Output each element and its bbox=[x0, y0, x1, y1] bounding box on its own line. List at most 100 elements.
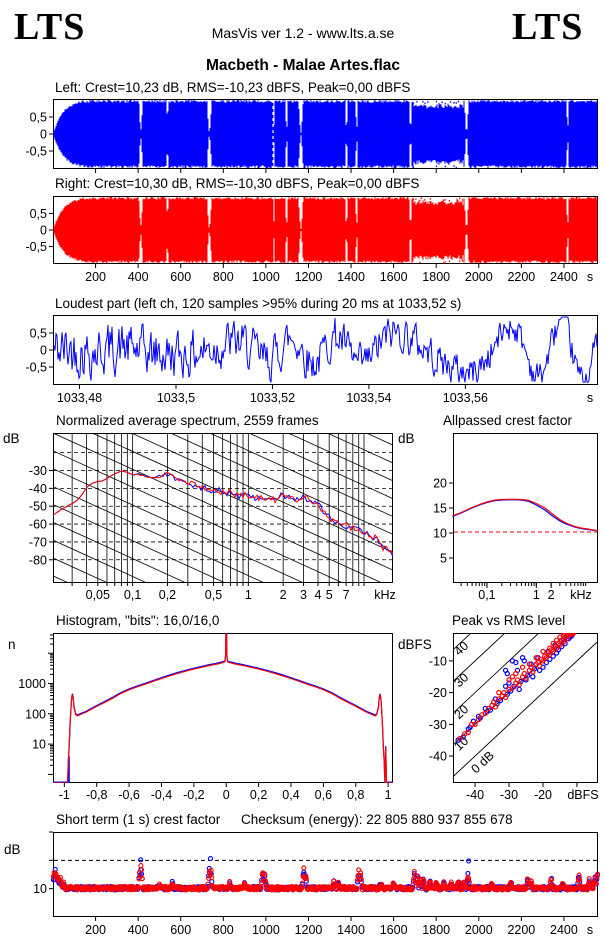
svg-text:2400: 2400 bbox=[550, 270, 578, 284]
svg-text:-20: -20 bbox=[534, 788, 552, 802]
svg-text:200: 200 bbox=[85, 923, 106, 937]
svg-text:1800: 1800 bbox=[422, 270, 450, 284]
svg-text:-0,2: -0,2 bbox=[183, 788, 205, 802]
left-channel-stats: Left: Crest=10,23 dB, RMS=-10,23 dBFS, P… bbox=[55, 80, 411, 95]
svg-text:0 dB: 0 dB bbox=[468, 748, 496, 776]
svg-text:2000: 2000 bbox=[465, 923, 493, 937]
svg-text:0,2: 0,2 bbox=[159, 588, 176, 602]
histogram-title: Histogram, "bits": 16,0/16,0 bbox=[56, 613, 220, 628]
svg-text:1033,5: 1033,5 bbox=[157, 391, 195, 405]
svg-text:600: 600 bbox=[170, 270, 191, 284]
svg-text:-70: -70 bbox=[29, 535, 47, 549]
logo-right: LTS bbox=[512, 6, 584, 48]
svg-text:2400: 2400 bbox=[550, 923, 578, 937]
svg-text:1400: 1400 bbox=[337, 270, 365, 284]
short-crest-title: Short term (1 s) crest factor bbox=[56, 812, 221, 827]
svg-text:0,5: 0,5 bbox=[30, 207, 47, 221]
svg-text:-0,5: -0,5 bbox=[25, 240, 47, 254]
svg-text:1: 1 bbox=[533, 588, 540, 602]
svg-text:0,2: 0,2 bbox=[250, 788, 267, 802]
svg-text:3: 3 bbox=[300, 588, 307, 602]
svg-text:1600: 1600 bbox=[380, 923, 408, 937]
svg-text:1033,56: 1033,56 bbox=[443, 391, 488, 405]
svg-text:-50: -50 bbox=[29, 500, 47, 514]
svg-text:0,4: 0,4 bbox=[282, 788, 299, 802]
svg-text:800: 800 bbox=[213, 923, 234, 937]
svg-text:1: 1 bbox=[385, 788, 392, 802]
svg-text:7: 7 bbox=[343, 588, 350, 602]
svg-text:-80: -80 bbox=[29, 553, 47, 567]
svg-text:-60: -60 bbox=[29, 518, 47, 532]
svg-text:0: 0 bbox=[40, 344, 47, 358]
track-title: Macbeth - Malae Artes.flac bbox=[205, 57, 401, 74]
svg-text:200: 200 bbox=[85, 270, 106, 284]
svg-text:-30: -30 bbox=[29, 464, 47, 478]
svg-text:-0,4: -0,4 bbox=[151, 788, 173, 802]
svg-text:0: 0 bbox=[223, 788, 230, 802]
svg-text:2: 2 bbox=[548, 588, 555, 602]
loudest-part-title: Loudest part (left ch, 120 samples >95% … bbox=[55, 296, 462, 311]
svg-text:kHz: kHz bbox=[570, 588, 592, 602]
svg-text:1000: 1000 bbox=[18, 677, 46, 691]
svg-text:-0,8: -0,8 bbox=[86, 788, 108, 802]
svg-text:-0,5: -0,5 bbox=[25, 360, 47, 374]
peak-rms-title: Peak vs RMS level bbox=[452, 613, 566, 628]
svg-text:20: 20 bbox=[433, 477, 447, 491]
logo-left: LTS bbox=[14, 6, 86, 48]
svg-text:kHz: kHz bbox=[374, 588, 396, 602]
svg-text:0: 0 bbox=[40, 128, 47, 142]
svg-text:10: 10 bbox=[33, 882, 47, 896]
svg-text:0: 0 bbox=[40, 224, 47, 238]
svg-text:-1: -1 bbox=[59, 788, 70, 802]
svg-text:2200: 2200 bbox=[507, 270, 535, 284]
svg-text:-40: -40 bbox=[29, 482, 47, 496]
svg-text:-30: -30 bbox=[500, 788, 518, 802]
checksum: Checksum (energy): 22 805 880 937 855 67… bbox=[241, 812, 513, 827]
svg-text:0,1: 0,1 bbox=[124, 588, 141, 602]
svg-text:1033,54: 1033,54 bbox=[346, 391, 391, 405]
app-version-line: MasVis ver 1.2 - www.lts.a.se bbox=[211, 25, 395, 41]
svg-text:1033,52: 1033,52 bbox=[250, 391, 295, 405]
svg-text:10: 10 bbox=[433, 527, 447, 541]
svg-text:0,5: 0,5 bbox=[205, 588, 222, 602]
svg-text:100: 100 bbox=[25, 707, 46, 721]
svg-text:1400: 1400 bbox=[337, 923, 365, 937]
svg-text:5: 5 bbox=[440, 552, 447, 566]
svg-text:1000: 1000 bbox=[252, 270, 280, 284]
svg-text:400: 400 bbox=[128, 270, 149, 284]
short-crest-y-unit: dB bbox=[4, 842, 21, 857]
svg-text:2200: 2200 bbox=[507, 923, 535, 937]
svg-text:-40: -40 bbox=[466, 788, 484, 802]
allpassed-title: Allpassed crest factor bbox=[443, 413, 573, 428]
svg-text:-40: -40 bbox=[429, 750, 447, 764]
svg-text:800: 800 bbox=[213, 270, 234, 284]
svg-text:4: 4 bbox=[315, 588, 322, 602]
svg-text:400: 400 bbox=[128, 923, 149, 937]
svg-text:0,1: 0,1 bbox=[478, 588, 495, 602]
svg-text:2: 2 bbox=[280, 588, 287, 602]
svg-text:1200: 1200 bbox=[295, 923, 323, 937]
svg-text:s: s bbox=[587, 391, 593, 405]
svg-text:2000: 2000 bbox=[465, 270, 493, 284]
svg-text:600: 600 bbox=[170, 923, 191, 937]
spectrum-title: Normalized average spectrum, 2559 frames bbox=[56, 413, 319, 428]
svg-text:-10: -10 bbox=[429, 654, 447, 668]
svg-text:1600: 1600 bbox=[380, 270, 408, 284]
svg-text:10: 10 bbox=[32, 738, 46, 752]
svg-text:1000: 1000 bbox=[252, 923, 280, 937]
spectrum-y-unit: dB bbox=[3, 431, 20, 446]
svg-text:30: 30 bbox=[451, 670, 471, 690]
svg-text:1033,48: 1033,48 bbox=[57, 391, 102, 405]
svg-text:0,05: 0,05 bbox=[86, 588, 110, 602]
svg-text:0,5: 0,5 bbox=[30, 111, 47, 125]
histogram-y-unit: n bbox=[8, 637, 16, 652]
svg-text:s: s bbox=[587, 923, 593, 937]
svg-text:1800: 1800 bbox=[422, 923, 450, 937]
svg-text:0,5: 0,5 bbox=[30, 327, 47, 341]
svg-text:0,6: 0,6 bbox=[315, 788, 332, 802]
svg-text:-0,5: -0,5 bbox=[25, 144, 47, 158]
svg-text:1200: 1200 bbox=[295, 270, 323, 284]
peak-rms-y-unit: dBFS bbox=[398, 637, 432, 652]
